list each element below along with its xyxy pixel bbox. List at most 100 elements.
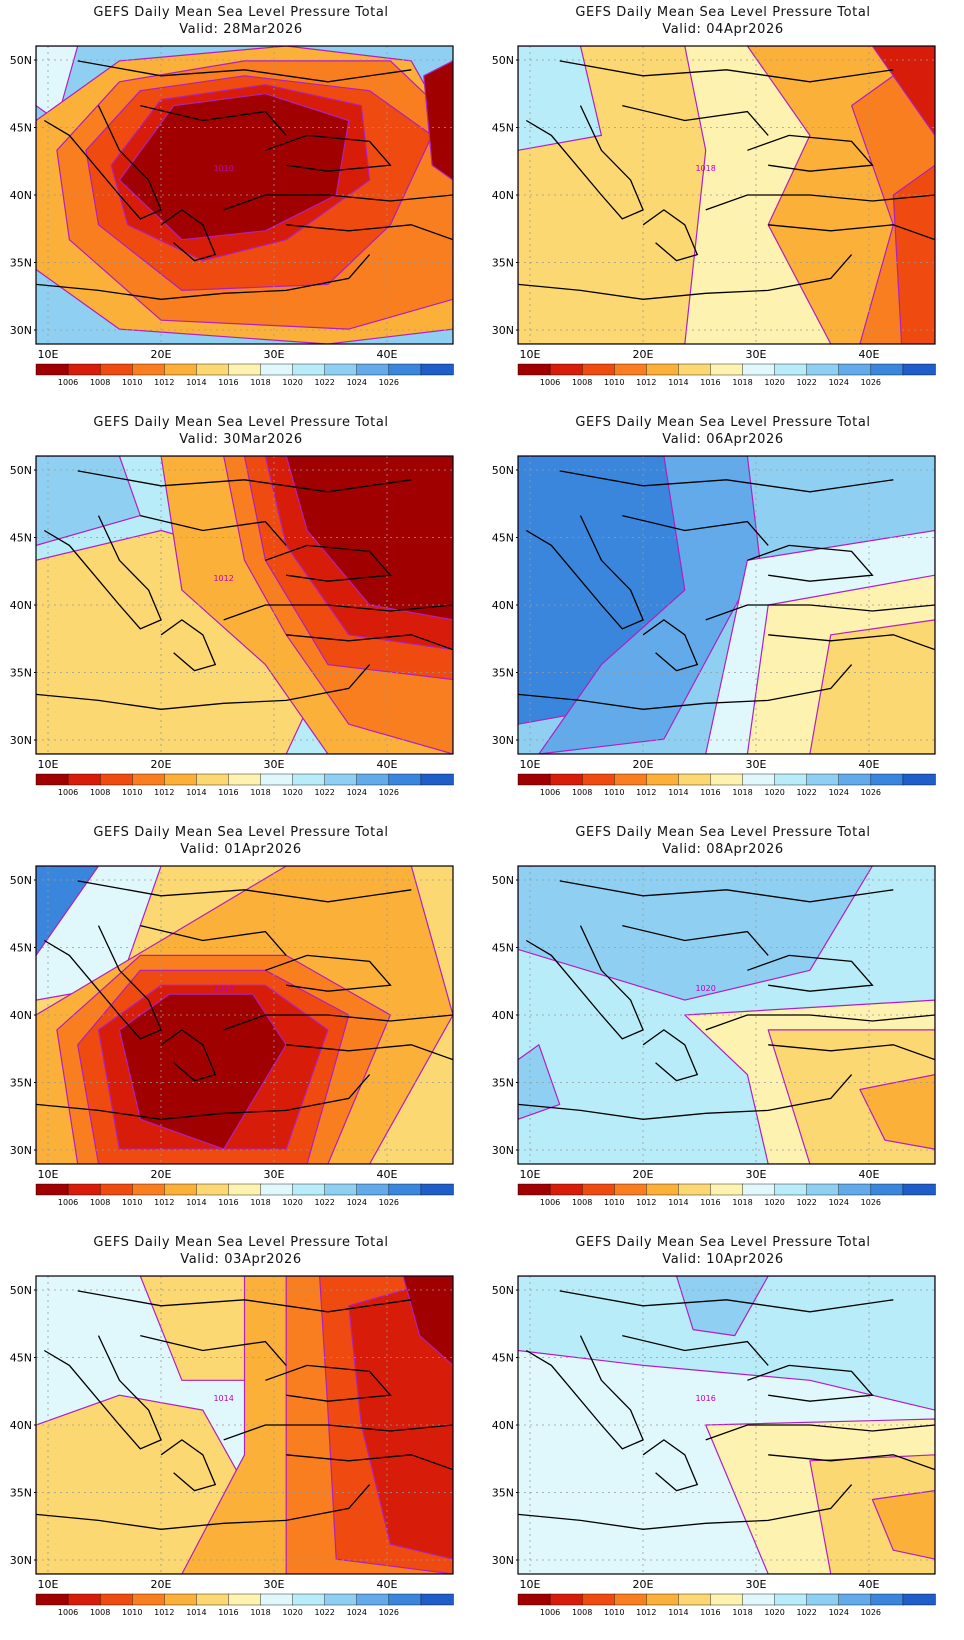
colorbar-level: 1026 [861,1198,881,1207]
colorbar-level: 1022 [315,1198,335,1207]
colorbar-level: 1024 [829,788,849,797]
pressure-band [402,1276,453,1366]
panel-title: GEFS Daily Mean Sea Level Pressure Total [575,825,871,840]
colorbar-swatch [549,1593,583,1606]
colorbar-swatch [549,773,583,786]
colorbar-swatch [324,363,358,376]
lat-tick-label: 30N [10,1554,32,1567]
colorbar-level: 1010 [122,378,142,387]
pressure-band [518,1044,561,1120]
coastline [223,604,453,621]
lon-tick-label: 40E [377,1578,398,1591]
contour-label: 1014 [213,1394,233,1403]
lon-tick-label: 10E [38,1168,59,1181]
colorbar-level: 1022 [797,378,817,387]
lat-tick-label: 35N [492,1487,514,1500]
colorbar-level: 1022 [797,1198,817,1207]
colorbar-swatch [420,773,454,786]
colorbar-level: 1024 [347,1198,367,1207]
colorbar-level: 1014 [186,788,206,797]
lon-tick-label: 40E [859,348,880,361]
colorbar-swatch [164,773,198,786]
colorbar-level: 1018 [250,788,270,797]
lon-tick-label: 30E [264,758,285,771]
pressure-band [892,164,935,344]
colorbar-swatch [774,1593,808,1606]
colorbar-swatch [67,1183,101,1196]
colorbar-level: 1020 [764,1198,784,1207]
colorbar-swatch [614,363,648,376]
lon-tick-label: 10E [520,348,541,361]
colorbar-level: 1016 [700,1198,720,1207]
coastline [705,1424,935,1441]
lat-tick-label: 45N [492,122,514,135]
colorbar-swatch [420,363,454,376]
colorbar-swatch [774,363,808,376]
contour-label: 1020 [695,984,715,993]
map-panel-6: GEFS Daily Mean Sea Level Pressure Total… [482,820,964,1230]
panel-valid-date: Valid: 30Mar2026 [179,432,303,447]
colorbar-level: 1018 [732,378,752,387]
lat-tick-label: 30N [492,1144,514,1157]
colorbar-swatch [870,363,904,376]
lon-tick-label: 10E [520,1578,541,1591]
colorbar-level: 1006 [540,788,560,797]
colorbar-swatch [228,1183,262,1196]
lat-tick-label: 35N [10,257,32,270]
panel-title: GEFS Daily Mean Sea Level Pressure Total [575,415,871,430]
lat-tick-label: 30N [10,734,32,747]
coastline [768,1454,935,1471]
lat-tick-label: 30N [492,1554,514,1567]
map-panel-2: GEFS Daily Mean Sea Level Pressure Total… [482,0,964,410]
colorbar-level: 1022 [797,788,817,797]
colorbar-swatch [581,1593,615,1606]
coastline [525,1335,644,1450]
colorbar-swatch [646,773,680,786]
coastline [747,544,874,582]
colorbar-swatch [581,1183,615,1196]
colorbar-swatch [742,1593,776,1606]
colorbar-swatch [806,773,840,786]
colorbar-level: 1006 [58,1198,78,1207]
colorbar-level: 1010 [604,378,624,387]
colorbar-swatch [902,773,936,786]
colorbar-level: 1024 [347,1608,367,1617]
colorbar-level: 1020 [764,788,784,797]
colorbar-swatch [517,1593,551,1606]
lat-tick-label: 50N [492,464,514,477]
lat-tick-label: 50N [10,54,32,67]
panel-title: GEFS Daily Mean Sea Level Pressure Total [93,5,389,20]
colorbar-level: 1024 [829,378,849,387]
pressure-map: 1010 50N 45N 40N 35N 30N 10E 20E 30E 40E 1006 1008 1… [10,45,454,387]
colorbar-level: 1024 [829,1608,849,1617]
coastline [642,619,699,672]
colorbar-swatch [99,363,133,376]
colorbar-swatch [228,363,262,376]
lon-tick-label: 40E [859,1168,880,1181]
coastline [559,60,894,83]
colorbar-swatch [742,363,776,376]
coastline [286,224,453,241]
colorbar-swatch [870,1183,904,1196]
colorbar-swatch [132,363,166,376]
coastline [77,1290,412,1313]
lat-tick-label: 50N [10,874,32,887]
map-panel-8: GEFS Daily Mean Sea Level Pressure Total… [482,1230,964,1640]
contour-label: 1014 [213,984,233,993]
lat-tick-label: 45N [10,942,32,955]
contour-label: 1018 [695,164,715,173]
colorbar-swatch [132,773,166,786]
lat-tick-label: 30N [10,324,32,337]
coastline [525,515,644,630]
colorbar-level: 1016 [218,1608,238,1617]
coastline [223,1424,453,1441]
coastline [140,514,287,546]
colorbar-swatch [67,1593,101,1606]
lat-tick-label: 45N [492,532,514,545]
coastline [43,105,162,220]
colorbar-level: 1008 [572,788,592,797]
colorbar-swatch [292,773,326,786]
pressure-map: 50N 45N 40N 35N 30N 10E 20E 30E 40E 1006 1008 1010 1… [492,455,936,797]
coastline [265,1364,392,1402]
lon-tick-label: 20E [633,758,654,771]
